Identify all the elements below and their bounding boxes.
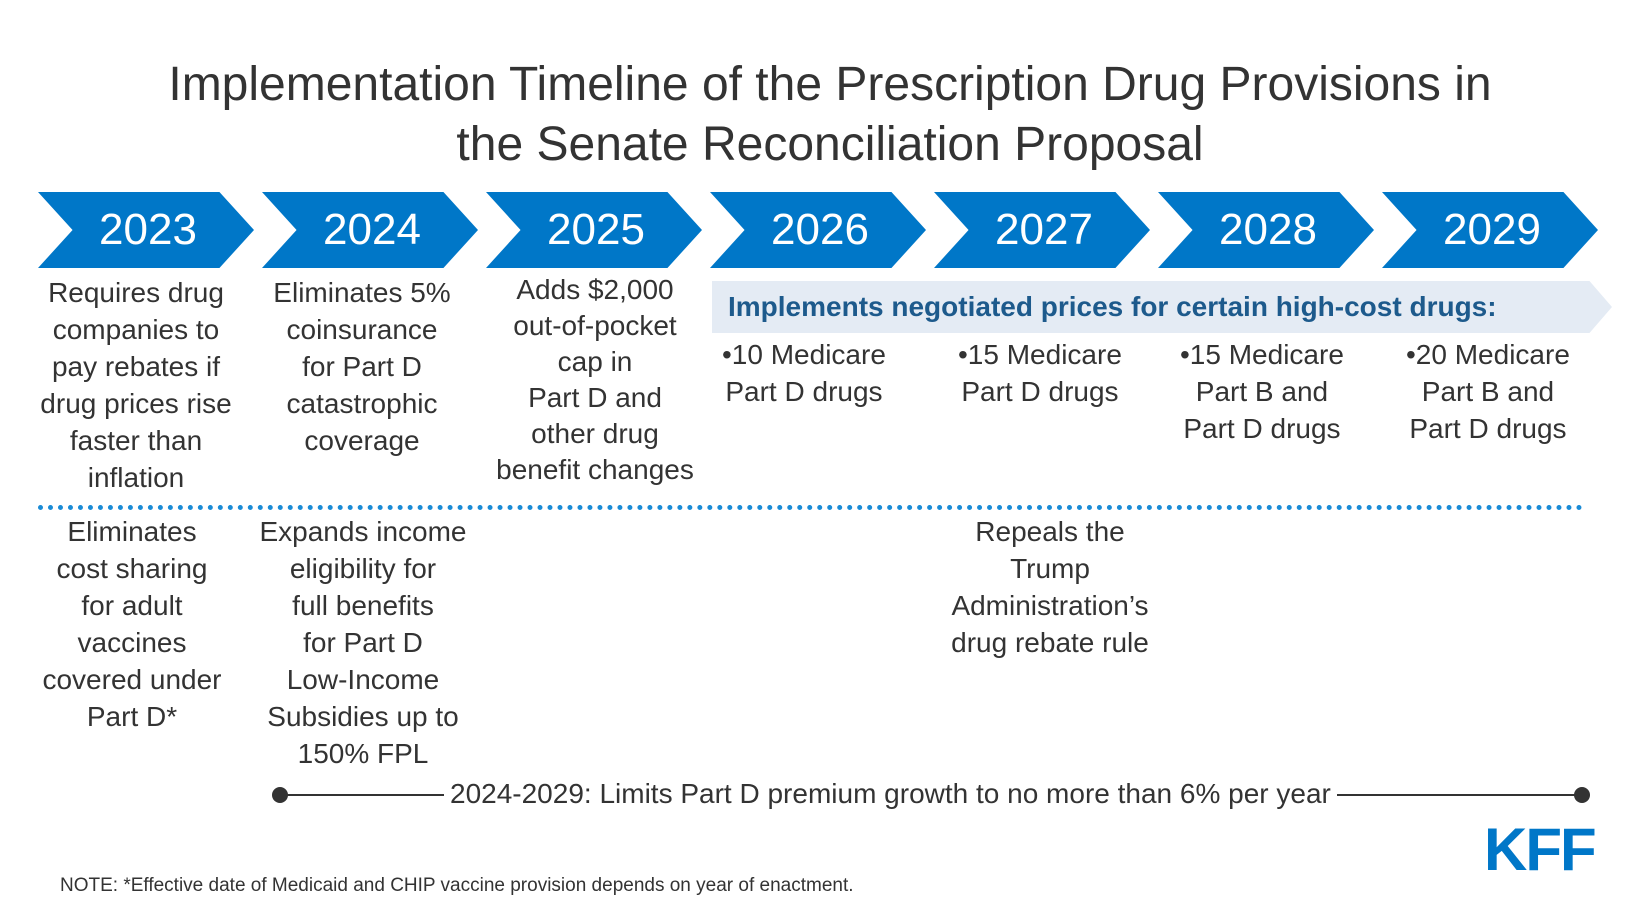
text-line: Part D drugs [961, 376, 1119, 407]
year-label: 2027 [995, 205, 1093, 254]
text-line: Repeals the [975, 516, 1125, 547]
text-line: out-of-pocket [513, 310, 677, 341]
text-line: inflation [87, 462, 185, 493]
text-line: for Part D [303, 627, 423, 658]
text-line: Adds $2,000 [516, 274, 674, 305]
provision-2024-lis: Expands income eligibility for full bene… [244, 513, 482, 772]
text-line: other drug [531, 418, 659, 449]
text-line: Trump [1010, 553, 1090, 584]
kff-logo: KFF [1484, 816, 1597, 883]
text-line: coverage [304, 425, 420, 456]
year-chevron-2028: 2028 [1158, 192, 1374, 268]
negotiated-2028: •15 Medicare Part B and Part D drugs [1180, 336, 1344, 447]
title-line-1: Implementation Timeline of the Prescript… [168, 58, 1492, 111]
text-line: companies to [52, 314, 220, 345]
text-line: faster than [69, 425, 203, 456]
text-line: Part B and [1421, 376, 1555, 407]
text-line: pay rebates if [51, 351, 221, 382]
negotiated-2029: •20 Medicare Part B and Part D drugs [1406, 336, 1570, 447]
provision-2024-coinsurance: Eliminates 5% coinsurance for Part D cat… [250, 274, 474, 459]
premium-growth-label: 2024-2029: Limits Part D premium growth … [444, 776, 1337, 812]
year-label: 2026 [771, 205, 869, 254]
text-line: drug prices rise [40, 388, 232, 419]
text-line: Administration’s [951, 590, 1149, 621]
text-line: Part D drugs [1183, 413, 1341, 444]
text-line: •15 Medicare [1180, 339, 1344, 370]
provision-2023-vaccines: Eliminates cost sharing for adult vaccin… [20, 513, 244, 735]
text-line: Eliminates 5% [273, 277, 451, 308]
year-label: 2028 [1219, 205, 1317, 254]
text-line: Part D* [86, 701, 178, 732]
footnote: NOTE: *Effective date of Medicaid and CH… [60, 875, 854, 896]
span-end-dot [1574, 787, 1590, 803]
text-line: catastrophic [286, 388, 438, 419]
year-chevron-2025: 2025 [486, 192, 702, 268]
text-line: benefit changes [496, 454, 694, 485]
year-label: 2029 [1443, 205, 1541, 254]
year-chevron-2029: 2029 [1382, 192, 1598, 268]
provision-2025-oop-cap: Adds $2,000 out-of-pocket cap in Part D … [478, 272, 712, 488]
text-line: •10 Medicare [722, 339, 886, 370]
text-line: •20 Medicare [1406, 339, 1570, 370]
title-line-2: the Senate Reconciliation Proposal [456, 118, 1204, 171]
provision-2027-rebate-rule: Repeals the Trump Administration’s drug … [930, 513, 1170, 661]
negotiated-prices-band [712, 281, 1612, 333]
text-line: •15 Medicare [958, 339, 1122, 370]
text-line: eligibility for [289, 553, 437, 584]
text-line: covered under [42, 664, 222, 695]
text-line: Part D and [528, 382, 662, 413]
text-line: drug rebate rule [951, 627, 1149, 658]
text-line: coinsurance [286, 314, 438, 345]
year-chevron-2026: 2026 [710, 192, 926, 268]
page-title: Implementation Timeline of the Prescript… [60, 55, 1600, 175]
text-line: Part D drugs [1409, 413, 1567, 444]
year-label: 2023 [99, 205, 197, 254]
year-chevron-2023: 2023 [38, 192, 254, 268]
text-line: 150% FPL [297, 738, 429, 769]
text-line: Low-Income [286, 664, 440, 695]
text-line: full benefits [292, 590, 434, 621]
year-timeline: 2023 2024 2025 2026 2027 2028 2029 [38, 192, 1618, 268]
provision-2023-rebates: Requires drug companies to pay rebates i… [26, 274, 246, 496]
text-line: Part D drugs [725, 376, 883, 407]
text-line: for Part D [302, 351, 422, 382]
text-line: Subsidies up to [267, 701, 459, 732]
year-label: 2024 [323, 205, 421, 254]
text-line: vaccines [77, 627, 187, 658]
text-line: Part B and [1195, 376, 1329, 407]
year-label: 2025 [547, 205, 645, 254]
year-chevron-2027: 2027 [934, 192, 1150, 268]
text-line: for adult [81, 590, 183, 621]
text-line: cost sharing [56, 553, 208, 584]
text-line: Eliminates [67, 516, 197, 547]
negotiated-prices-label: Implements negotiated prices for certain… [728, 291, 1497, 322]
text-line: Expands income [259, 516, 467, 547]
dotted-divider [38, 505, 1583, 510]
negotiated-2027: •15 Medicare Part D drugs [958, 336, 1122, 410]
text-line: Requires drug [48, 277, 224, 308]
year-chevron-2024: 2024 [262, 192, 478, 268]
text-line: cap in [557, 346, 633, 377]
negotiated-2026: •10 Medicare Part D drugs [722, 336, 886, 410]
